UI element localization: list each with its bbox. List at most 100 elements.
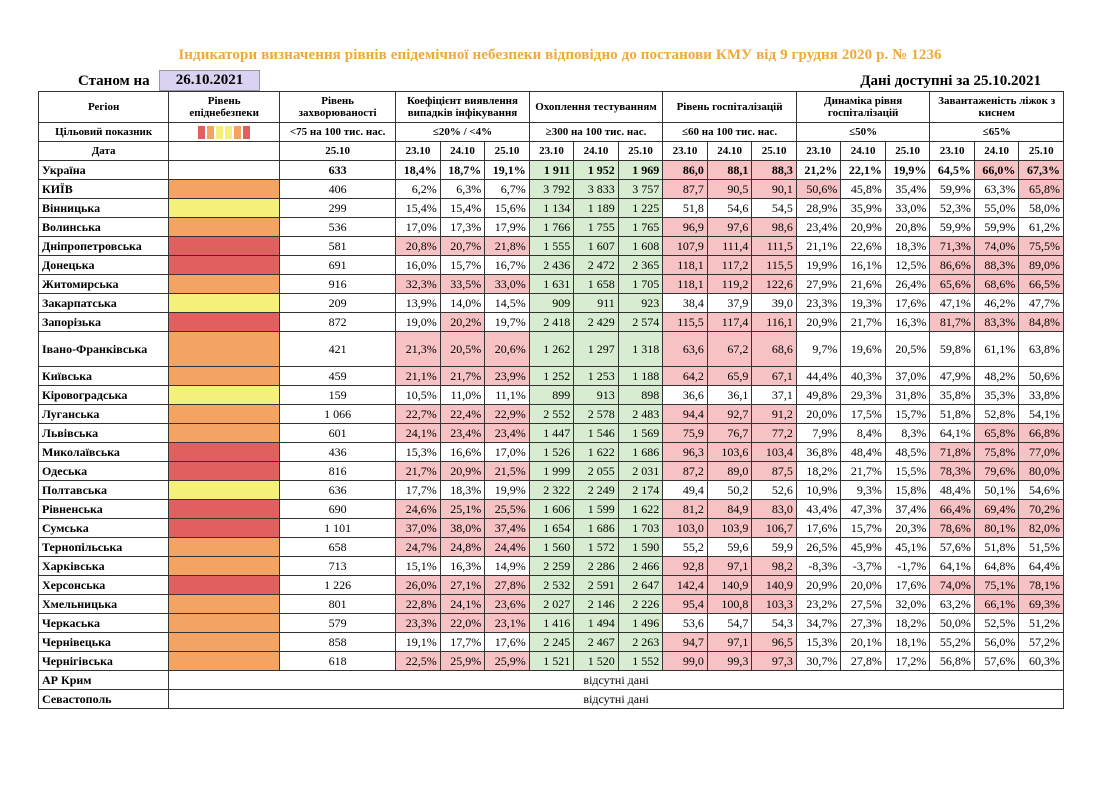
testing-value: 1 569 <box>617 423 664 443</box>
dynamics-value: 15,8% <box>884 480 931 500</box>
detection-value: 10,5% <box>395 385 441 405</box>
testing-value: 1 189 <box>573 198 619 218</box>
testing-value: 1 606 <box>528 499 575 519</box>
testing-value: 2 436 <box>528 255 575 275</box>
beds-value: 80,1% <box>973 518 1020 538</box>
beds-value: 70,2% <box>1018 499 1064 519</box>
danger-level-cell <box>168 404 281 424</box>
hosp-value: 106,7 <box>751 518 797 538</box>
dynamics-value: 21,6% <box>840 274 886 294</box>
target-testing: ≥300 на 100 тис. нас. <box>528 122 664 142</box>
detection-value: 24,6% <box>395 499 441 519</box>
dynamics-value: 21,1% <box>795 236 842 256</box>
dynamics-value: 50,6% <box>795 179 842 199</box>
detection-value: 18,7% <box>439 160 486 180</box>
testing-value: 1 599 <box>573 499 619 519</box>
dynamics-value: 8,4% <box>840 423 886 443</box>
incidence-value: 636 <box>279 480 397 500</box>
dynamics-value: 15,3% <box>795 632 842 652</box>
beds-value: 65,6% <box>929 274 975 294</box>
header-danger-level: Рівень епіднебезпеки <box>168 91 281 123</box>
dynamics-value: 22,1% <box>840 160 886 180</box>
detection-value: 25,9% <box>484 651 530 671</box>
region-name: Херсонська <box>37 575 170 595</box>
hosp-value: 97,1 <box>706 556 753 576</box>
beds-value: 52,5% <box>973 613 1020 633</box>
detection-value: 15,1% <box>395 556 441 576</box>
region-name: Дніпропетровська <box>37 236 170 256</box>
testing-value: 1 765 <box>617 217 664 237</box>
region-name: Луганська <box>37 404 170 424</box>
dynamics-value: 18,3% <box>884 236 931 256</box>
detection-value: 15,6% <box>484 198 530 218</box>
table-row: КИЇВ 406 6,2% 6,3% 6,7% 3 792 3 833 3 757 87,7 90… <box>37 179 1064 199</box>
hosp-value: 95,4 <box>662 594 708 614</box>
region-name: Полтавська <box>37 480 170 500</box>
danger-level-cell <box>168 613 281 633</box>
detection-value: 20,9% <box>439 461 486 481</box>
testing-value: 1 755 <box>573 217 619 237</box>
beds-value: 69,3% <box>1018 594 1064 614</box>
testing-value: 1 416 <box>528 613 575 633</box>
legend-yellow-swatch <box>225 125 233 139</box>
hosp-value: 103,4 <box>751 442 797 462</box>
region-name: КИЇВ <box>37 179 170 199</box>
as-of-date: 26.10.2021 <box>159 70 260 91</box>
detection-value: 22,4% <box>439 404 486 424</box>
danger-level-cell <box>168 198 281 218</box>
beds-value: 55,2% <box>929 632 975 652</box>
legend-orange-swatch <box>234 125 242 139</box>
region-name: Закарпатська <box>37 293 170 313</box>
testing-value: 1 560 <box>528 537 575 557</box>
beds-value: 56,8% <box>929 651 975 671</box>
dynamics-value: 17,6% <box>884 575 931 595</box>
table-row: Херсонська 1 226 26,0% 27,1% 27,8% 2 532 2 591… <box>37 575 1064 595</box>
date-hosp-3: 25.10 <box>751 141 797 161</box>
detection-value: 6,2% <box>395 179 441 199</box>
danger-level-cell <box>168 651 281 671</box>
beds-value: 59,9% <box>929 179 975 199</box>
incidence-value: 872 <box>279 312 397 332</box>
detection-value: 23,4% <box>439 423 486 443</box>
dynamics-value: 20,0% <box>795 404 842 424</box>
detection-value: 23,9% <box>484 366 530 386</box>
detection-value: 15,4% <box>439 198 486 218</box>
testing-value: 1 555 <box>528 236 575 256</box>
testing-value: 2 174 <box>617 480 664 500</box>
table-row: Донецька 691 16,0% 15,7% 16,7% 2 436 2 472 2 36… <box>37 255 1064 275</box>
hosp-value: 54,5 <box>751 198 797 218</box>
incidence-value: 1 066 <box>279 404 397 424</box>
testing-value: 1 188 <box>617 366 664 386</box>
target-hospitalization: ≤60 на 100 тис. нас. <box>662 122 797 142</box>
beds-value: 64,5% <box>929 160 975 180</box>
testing-value: 2 472 <box>573 255 619 275</box>
dynamics-value: 22,6% <box>840 236 886 256</box>
legend-orange-swatch <box>207 125 215 139</box>
dynamics-value: 12,5% <box>884 255 931 275</box>
dynamics-value: 20,9% <box>840 217 886 237</box>
date-testing-3: 25.10 <box>617 141 664 161</box>
testing-value: 1 572 <box>573 537 619 557</box>
dynamics-value: -1,7% <box>884 556 931 576</box>
hosp-value: 76,7 <box>706 423 753 443</box>
testing-value: 913 <box>573 385 619 405</box>
date-label: Дата <box>37 141 170 161</box>
danger-level-cell <box>168 442 281 462</box>
region-name: Рівненська <box>37 499 170 519</box>
table-row: Волинська 536 17,0% 17,3% 17,9% 1 766 1 755 1 7… <box>37 217 1064 237</box>
table-row: Рівненська 690 24,6% 25,1% 25,5% 1 606 1 599 1 … <box>37 499 1064 519</box>
testing-value: 1 297 <box>573 331 619 367</box>
dynamics-value: 43,4% <box>795 499 842 519</box>
table-row: Київська 459 21,1% 21,7% 23,9% 1 252 1 253 1 18… <box>37 366 1064 386</box>
hosp-value: 96,3 <box>662 442 708 462</box>
incidence-value: 536 <box>279 217 397 237</box>
detection-value: 19,0% <box>395 312 441 332</box>
beds-value: 54,6% <box>1018 480 1064 500</box>
detection-value: 23,4% <box>484 423 530 443</box>
testing-value: 1 494 <box>573 613 619 633</box>
hosp-value: 116,1 <box>751 312 797 332</box>
testing-value: 1 999 <box>528 461 575 481</box>
danger-level-cell <box>168 217 281 237</box>
table-row: Україна 633 18,4% 18,7% 19,1% 1 911 1 952 1 969… <box>37 160 1064 180</box>
header-testing: Охоплення тестуванням <box>528 91 664 123</box>
